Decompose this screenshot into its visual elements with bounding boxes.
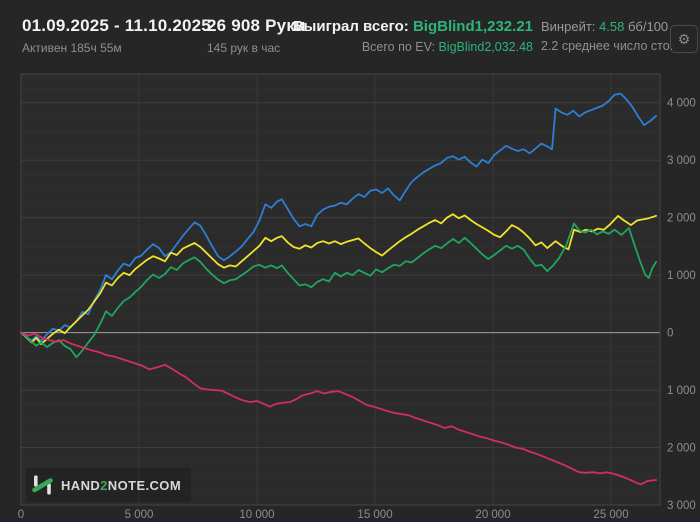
winnings-block: Выиграл всего: BigBlind1,232.21 Всего по…	[293, 18, 533, 54]
hands-block: 26 908 Руки 145 рук в час	[207, 16, 306, 55]
date-range: 01.09.2025 - 11.10.2025	[22, 16, 211, 35]
hands-total: 26 908 Руки	[207, 16, 306, 35]
winrate-label: Винрейт:	[541, 19, 596, 34]
won-total-label: Выиграл всего:	[292, 18, 409, 35]
y-tick-label: 0	[667, 328, 673, 340]
window-bottom-edge	[0, 519, 700, 522]
y-tick-label: 3 000	[667, 500, 696, 512]
winrate-value: 4.58	[599, 19, 625, 34]
ev-total-line: Всего по EV: BigBlind2,032.48	[293, 40, 533, 54]
x-tick-label: 20 000	[475, 509, 510, 521]
logo-part3: NOTE.COM	[107, 477, 182, 493]
hand2note-logo: HAND2NOTE.COM	[26, 468, 192, 502]
y-tick-label: 1 000	[667, 385, 696, 397]
winrate-unit: бб/100	[627, 19, 669, 34]
settings-button[interactable]: ⚙	[670, 25, 698, 53]
logo-part1: HAND	[61, 477, 101, 493]
h2n-logo-icon	[32, 475, 53, 495]
series-yellow-line	[20, 213, 657, 346]
x-tick-label: 10 000	[239, 509, 274, 521]
x-tick-label: 5 000	[125, 509, 154, 521]
ev-total-label: Всего по EV:	[361, 40, 435, 54]
x-tick-label: 0	[18, 509, 24, 521]
date-range-block: 01.09.2025 - 11.10.2025 Активен 185ч 55м	[22, 16, 211, 55]
logo-text: HAND2NOTE.COM	[61, 478, 181, 493]
series-green-line	[20, 222, 657, 359]
hands-per-hour: 145 рук в час	[207, 41, 281, 55]
series-blue-line	[20, 92, 657, 343]
y-tick-label: 3 000	[667, 155, 696, 167]
won-total-value: BigBlind1,232.21	[412, 18, 533, 35]
x-tick-label: 15 000	[357, 509, 392, 521]
ev-total-value: BigBlind2,032.48	[438, 40, 533, 54]
won-total-line: Выиграл всего: BigBlind1,232.21	[293, 18, 533, 35]
logo-part2: 2	[100, 477, 108, 493]
avg-tables: 2.2 среднее число сто.	[541, 39, 674, 53]
winrate-block: Винрейт: 4.58 бб/100 2.2 среднее число с…	[541, 19, 673, 53]
y-tick-label: 2 000	[667, 443, 696, 455]
y-tick-label: 1 000	[667, 270, 696, 282]
plot-border	[20, 73, 661, 506]
winrate-line: Винрейт: 4.58 бб/100	[541, 19, 673, 34]
series-pink-line	[20, 331, 657, 486]
x-tick-label: 25 000	[593, 509, 628, 521]
y-tick-label: 2 000	[667, 213, 696, 225]
gear-icon: ⚙	[677, 31, 691, 47]
active-time: Активен 185ч 55м	[22, 41, 122, 55]
y-tick-label: 4 000	[667, 98, 696, 110]
